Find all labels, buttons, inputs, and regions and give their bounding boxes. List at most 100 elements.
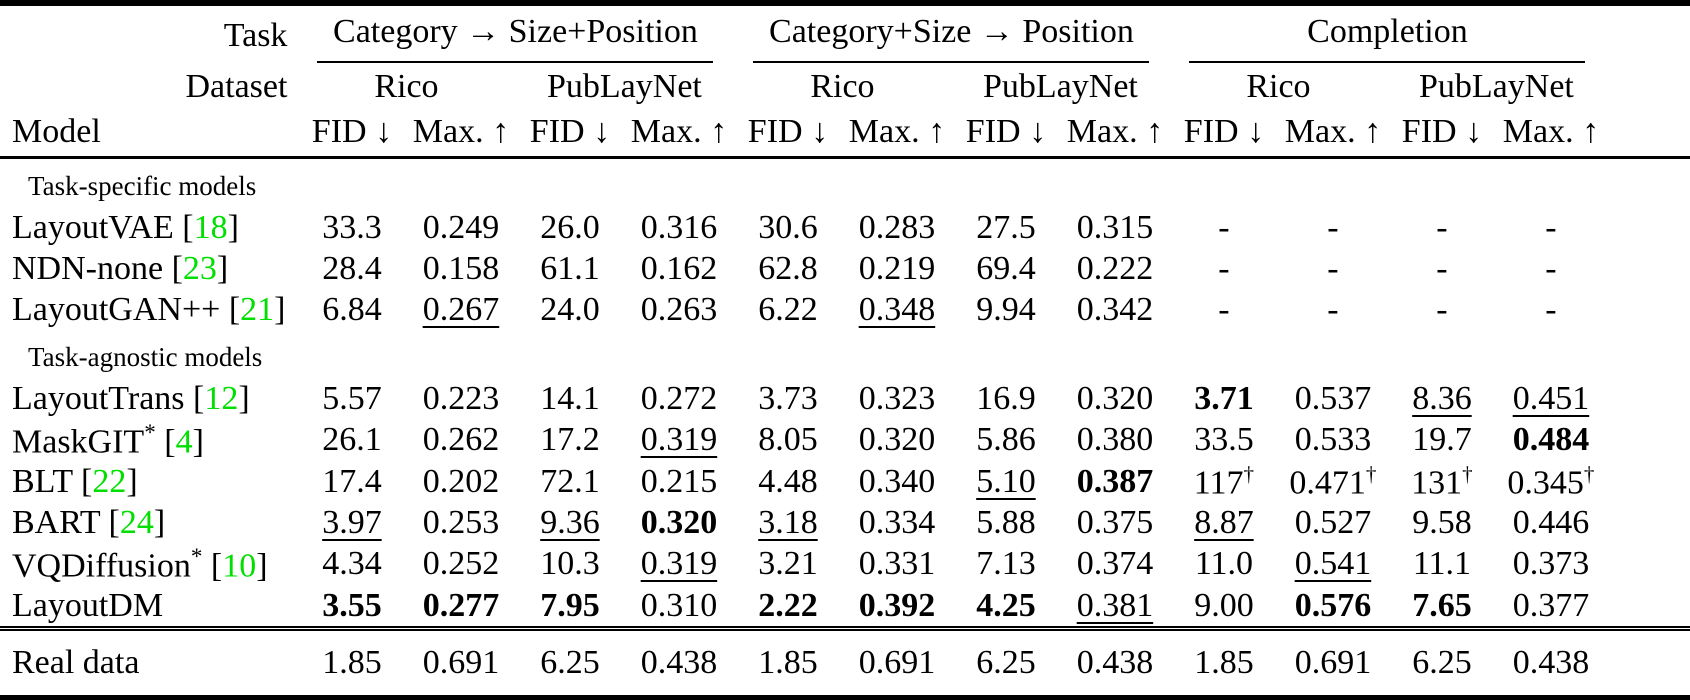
metric-value: 3.97	[322, 503, 382, 541]
metric-value: 0.253	[422, 503, 500, 541]
metric-value: 0.283	[858, 209, 936, 247]
metric-header-max: Max. ↑	[1496, 108, 1606, 159]
metric-value: 0.348	[858, 290, 936, 328]
metric-value: -	[1327, 249, 1339, 287]
metric-value: 17.4	[322, 462, 382, 500]
metric-value: 27.5	[976, 209, 1036, 247]
spacer-cell	[1605, 461, 1690, 502]
dataset-header-publaynet: PubLayNet	[547, 68, 702, 105]
metric-value: 4.34	[322, 545, 382, 583]
metric-value: 8.36	[1412, 380, 1472, 418]
section-row: Task-specific models	[0, 158, 1690, 208]
model-name: BLT [22]	[12, 462, 138, 500]
metric-value: 0.158	[422, 249, 500, 287]
metric-value: 0.334	[858, 503, 936, 541]
task-group-label: Category → Size+Position	[317, 9, 714, 63]
metric-value: 6.25	[951, 626, 1061, 695]
metric-value: 0.691	[1278, 626, 1388, 695]
metric-value: -	[1327, 290, 1339, 328]
metric-value: 0.377	[1512, 586, 1590, 624]
metric-value: 0.202	[422, 462, 500, 500]
metric-value: 0.320	[858, 421, 936, 459]
spacer-cell	[1605, 626, 1690, 695]
metric-header-max: Max. ↑	[842, 108, 952, 159]
metric-value: 0.438	[624, 626, 734, 695]
results-table: Task Category → Size+Position Category+S…	[0, 6, 1690, 695]
task-group-completion: Completion	[1169, 6, 1605, 66]
metric-value: 0.541	[1294, 545, 1372, 583]
metric-value: -	[1545, 209, 1557, 247]
metric-value: 0.323	[858, 380, 936, 418]
metric-value: -	[1218, 249, 1230, 287]
table-row: MaskGIT* [4] 26.1 0.262 17.2 0.319 8.05 0.320 5…	[0, 419, 1690, 461]
metric-value: 7.95	[540, 586, 600, 624]
metric-value: 0.342	[1076, 290, 1154, 328]
metric-value: 0.331	[858, 545, 936, 583]
metric-value: 1.85	[1169, 626, 1279, 695]
metric-value: 0.310	[640, 586, 718, 624]
spacer-cell	[1605, 502, 1690, 543]
citation-number: 24	[119, 503, 154, 541]
model-name: BART [24]	[12, 503, 166, 541]
metric-value: 0.340	[858, 462, 936, 500]
section-label: Task-specific models	[28, 170, 257, 201]
metric-value: 10.3	[540, 545, 600, 583]
metric-value: 6.25	[515, 626, 625, 695]
metric-value: 0.471†	[1289, 461, 1377, 502]
task-label: Task	[223, 17, 288, 54]
metric-value: 17.2	[540, 421, 600, 459]
citation-number: 21	[240, 290, 275, 328]
dataset-header-publaynet: PubLayNet	[1419, 68, 1574, 105]
model-name: LayoutGAN++ [21]	[12, 290, 286, 328]
metric-value: 5.88	[976, 503, 1036, 541]
metric-value: 26.0	[540, 209, 600, 247]
metric-value: 0.263	[640, 290, 718, 328]
metric-value: 11.1	[1412, 545, 1472, 583]
metric-value: 1.85	[297, 626, 407, 695]
real-data-row: Real data 1.85 0.691 6.25 0.438 1.85 0.691 6.25…	[0, 626, 1690, 695]
metric-header-fid: FID ↓	[1387, 108, 1497, 159]
metric-value: 0.319	[640, 421, 718, 459]
metric-value: 3.55	[322, 586, 382, 624]
asterisk-mark: *	[144, 419, 156, 446]
metric-value: 0.438	[1060, 626, 1170, 695]
metric-value: 0.373	[1512, 545, 1590, 583]
spacer-cell	[1605, 66, 1690, 108]
table-row: VQDiffusion* [10] 4.34 0.252 10.3 0.319 3.21 0…	[0, 543, 1690, 585]
metric-value: 9.58	[1412, 503, 1472, 541]
metric-value: 7.13	[976, 545, 1036, 583]
metric-value: 0.215	[640, 462, 718, 500]
metric-value: 0.375	[1076, 503, 1154, 541]
metric-value: 0.533	[1294, 421, 1372, 459]
metric-value: 0.380	[1076, 421, 1154, 459]
metric-header-fid: FID ↓	[297, 108, 407, 159]
model-name: VQDiffusion* [10]	[12, 543, 268, 584]
metric-value: 26.1	[322, 421, 382, 459]
spacer-cell	[1605, 379, 1690, 420]
task-group-label: Category+Size → Position	[753, 9, 1150, 63]
model-name: NDN-none [23]	[12, 249, 229, 287]
metric-value: 69.4	[976, 249, 1036, 287]
metric-value: 0.387	[1076, 462, 1154, 500]
model-name: MaskGIT* [4]	[12, 419, 204, 461]
metric-header-fid: FID ↓	[951, 108, 1061, 159]
metric-value: 9.00	[1194, 586, 1254, 624]
metric-value: 4.25	[976, 586, 1036, 624]
metric-value: 0.320	[1076, 380, 1154, 418]
metric-value: 3.18	[758, 503, 818, 541]
metric-value: 61.1	[540, 249, 600, 287]
metric-header-fid: FID ↓	[1169, 108, 1279, 159]
metric-value: -	[1327, 209, 1339, 247]
metric-value: 7.65	[1412, 586, 1472, 624]
table-row: BART [24] 3.97 0.253 9.36 0.320 3.18 0.334 5.88…	[0, 502, 1690, 543]
table-row: BLT [22] 17.4 0.202 72.1 0.215 4.48 0.340 5.10 0…	[0, 461, 1690, 502]
metric-value: 33.5	[1194, 421, 1254, 459]
metric-value: 62.8	[758, 249, 818, 287]
dagger-mark: †	[1243, 461, 1255, 486]
metric-value: 3.21	[758, 545, 818, 583]
dataset-header-rico: Rico	[374, 68, 439, 105]
table-row: NDN-none [23] 28.4 0.158 61.1 0.162 62.8 0.219…	[0, 249, 1690, 290]
metric-value: 0.392	[858, 586, 936, 624]
table-row: LayoutGAN++ [21] 6.84 0.267 24.0 0.263 6.22 0.…	[0, 289, 1690, 330]
